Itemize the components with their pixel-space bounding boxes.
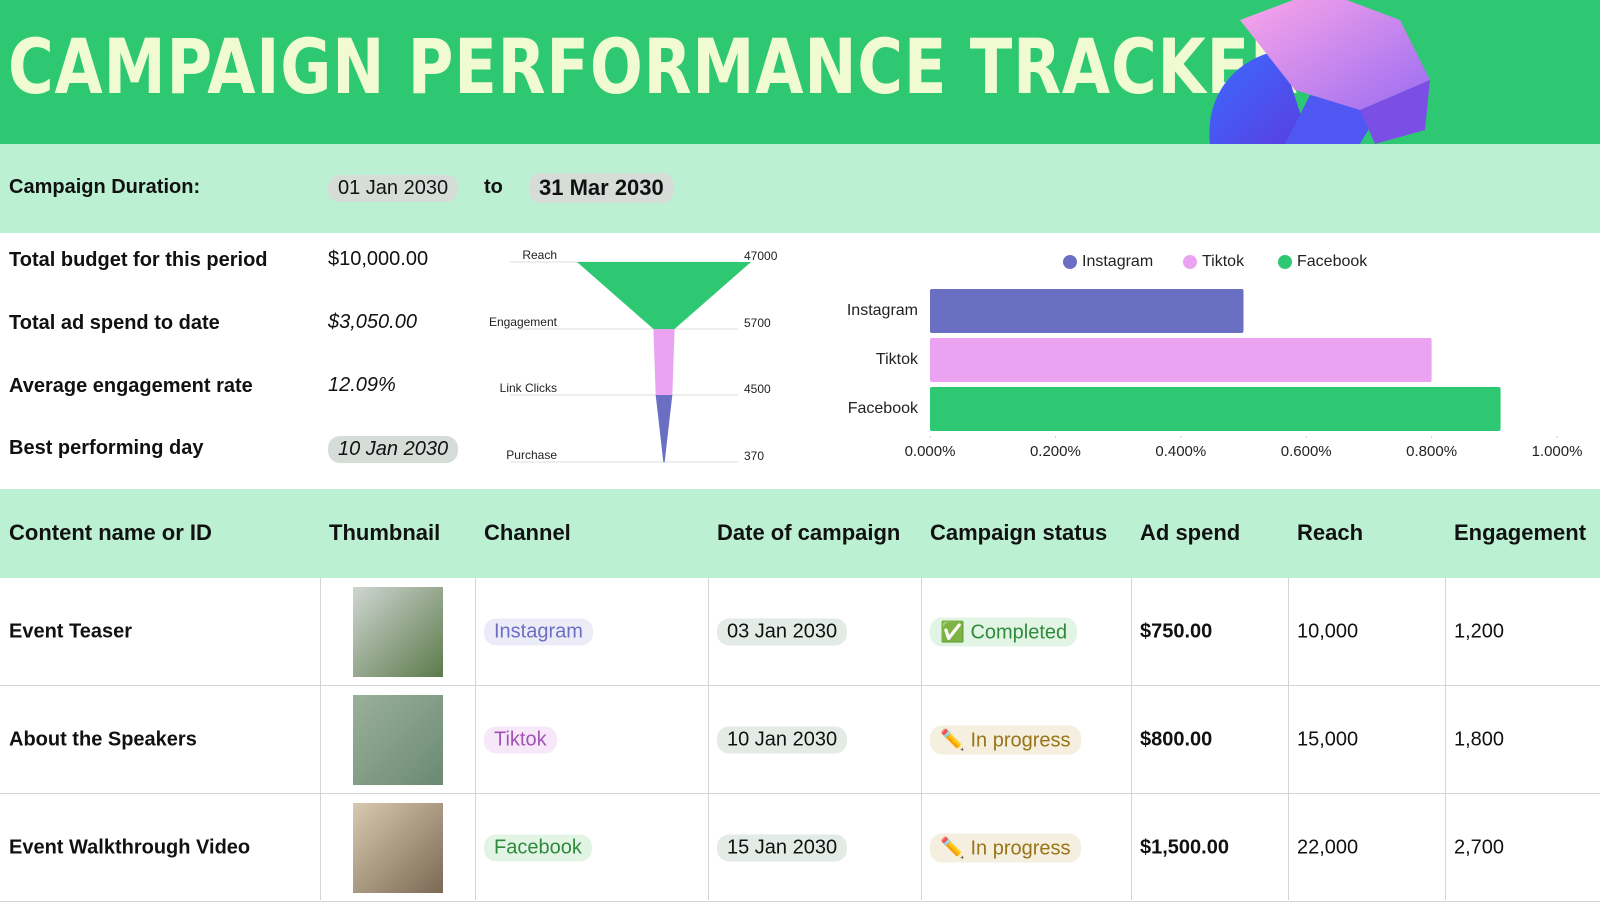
channel: Facebook [484,834,592,862]
thumbnail [353,695,443,785]
page-title: CAMPAIGN PERFORMANCE TRACKER [8,22,1299,111]
reach: 10,000 [1297,620,1359,643]
ad-spend: $1,500.00 [1140,836,1229,859]
x-tick-label: 0.200% [1030,443,1081,460]
summary-label: Total ad spend to date [9,312,220,334]
engagement: 2,700 [1454,836,1505,859]
column-header: Channel [484,520,571,545]
y-tick-label: Tiktok [876,351,919,368]
bar [930,289,1244,333]
column-divider [708,578,709,900]
bar-chart: Instagram Instagram Tiktok Tiktok Facebook Fa… [847,253,1583,460]
y-tick-label: Instagram [847,302,918,319]
header-graphic [1209,0,1430,144]
funnel-segment [653,329,675,395]
channel: Instagram [484,618,593,646]
table-header [0,489,1600,578]
campaign-status: ✏️ In progress [930,833,1081,863]
funnel-label: Purchase [506,448,557,462]
ad-spend: $750.00 [1140,620,1213,643]
column-header: Engagement [1454,520,1587,545]
campaign-date: 15 Jan 2030 [717,834,848,862]
column-header: Ad spend [1140,520,1241,545]
funnel-value: 370 [744,449,764,463]
ad-spend: $800.00 [1140,728,1213,751]
funnel-label: Reach [522,248,557,262]
duration-label: Campaign Duration: [9,176,201,198]
summary-label: Average engagement rate [9,375,253,397]
summary-value: 12.09% [328,374,396,396]
column-header: Thumbnail [329,520,441,545]
column-divider [320,578,321,900]
column-divider [1288,578,1289,900]
duration-separator: to [484,176,503,198]
column-header: Date of campaign [717,520,901,545]
reach: 22,000 [1297,836,1359,859]
campaign-status: ✅ Completed [930,617,1078,647]
summary-value: 10 Jan 2030 [328,436,459,463]
column-header: Campaign status [930,520,1108,545]
x-tick-label: 1.000% [1532,443,1583,460]
content-name: Event Teaser [9,620,133,643]
summary-value: $3,050.00 [328,311,417,333]
legend-label: Facebook [1297,253,1368,270]
campaign-date: 03 Jan 2030 [717,618,848,646]
column-divider [475,578,476,900]
header: CAMPAIGN PERFORMANCE TRACKER [0,0,1600,144]
campaign-date: 10 Jan 2030 [717,726,848,754]
row-divider [0,685,1600,686]
funnel-label: Engagement [489,315,558,329]
summary-label: Total budget for this period [9,249,268,271]
y-tick-label: Facebook [848,400,919,417]
x-tick-label: 0.800% [1406,443,1457,460]
column-divider [921,578,922,900]
column-divider [1131,578,1132,900]
funnel-segment [655,395,673,462]
x-tick-label: 0.600% [1281,443,1332,460]
duration-band: Campaign Duration: 01 Jan 2030 to 31 Mar… [0,144,1600,233]
column-header: Reach [1297,520,1364,545]
x-tick-label: 0.000% [905,443,956,460]
funnel-label: Link Clicks [500,381,557,395]
funnel-value: 4500 [744,382,771,396]
legend-swatch [1183,255,1197,269]
reach: 15,000 [1297,728,1359,751]
content-name: Event Walkthrough Video [9,836,251,859]
content-name: About the Speakers [9,728,197,751]
start-date: 01 Jan 2030 [328,175,459,202]
legend-label: Instagram [1082,253,1153,270]
funnel-segment [577,262,751,329]
channel: Tiktok [484,726,557,754]
thumbnail [353,587,443,677]
funnel-chart: Reach 47000 Engagement 5700 Link Clicks 4500 P… [489,248,778,463]
legend-swatch [1278,255,1292,269]
funnel-value: 5700 [744,316,771,330]
funnel-value: 47000 [744,249,778,263]
bar [930,338,1432,382]
summary-label: Best performing day [9,437,204,459]
engagement: 1,800 [1454,728,1505,751]
x-tick-label: 0.400% [1155,443,1206,460]
row-divider [0,793,1600,794]
legend-label: Tiktok [1202,253,1245,270]
bar [930,387,1501,431]
legend-swatch [1063,255,1077,269]
column-divider [1445,578,1446,900]
column-header: Content name or ID [9,520,212,545]
end-date: 31 Mar 2030 [529,173,674,203]
campaign-status: ✏️ In progress [930,725,1081,755]
summary-value: $10,000.00 [328,248,429,270]
thumbnail [353,803,443,893]
engagement: 1,200 [1454,620,1505,643]
